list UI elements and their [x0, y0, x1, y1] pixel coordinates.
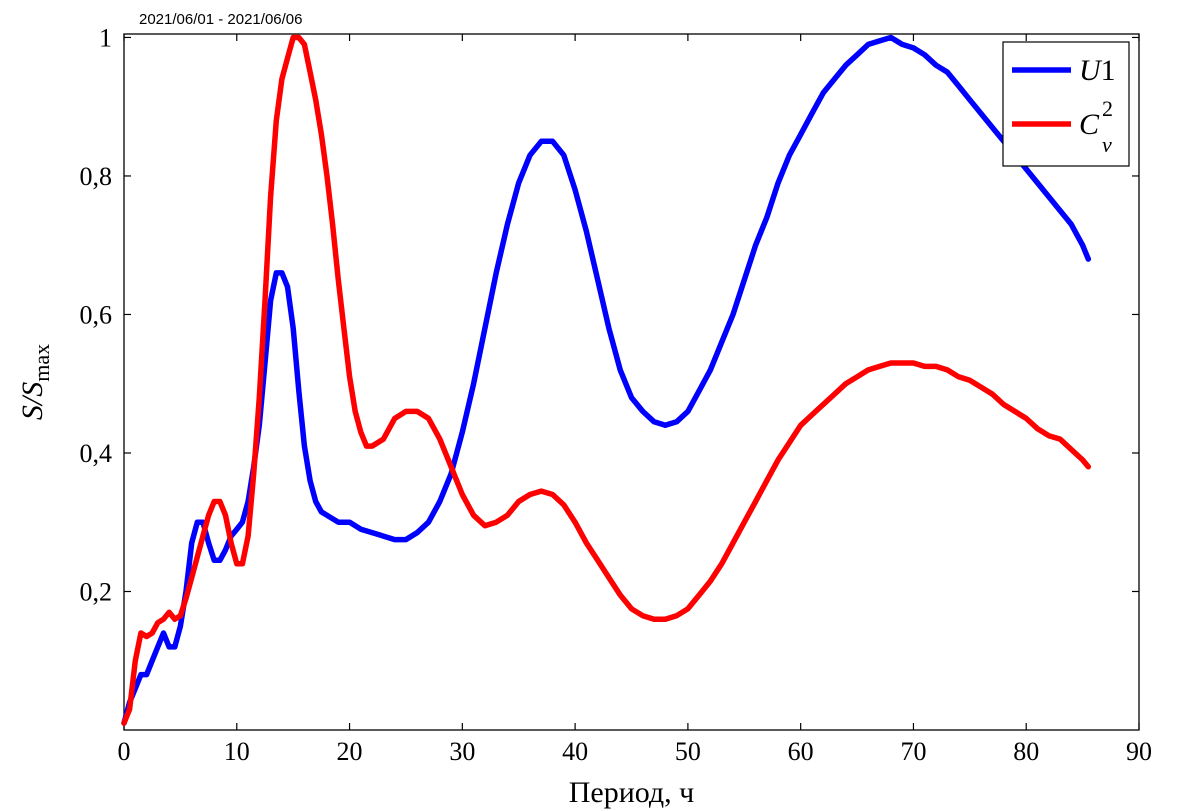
legend-label-cv2-sub: v: [1102, 132, 1112, 157]
y-axis-title-sub: max: [29, 344, 54, 382]
axis-ticks: [123, 34, 1140, 730]
x-tick-label: 60: [788, 737, 814, 766]
x-tick-label: 40: [562, 737, 588, 766]
plot-area-frame: [123, 33, 1140, 731]
x-tick-label: 20: [337, 737, 363, 766]
x-axis-title: Период, ч: [569, 776, 695, 809]
x-tick-label: 70: [900, 737, 926, 766]
legend: U1 C 2 v: [1002, 41, 1130, 167]
series-line-cv2: [121, 34, 1092, 726]
series-line-u1: [121, 34, 1092, 726]
y-tick-label: 0,8: [80, 162, 113, 191]
series-layer: [121, 34, 1092, 726]
legend-box: [1002, 41, 1130, 167]
y-tick-label: 0,2: [80, 577, 113, 606]
legend-label-u1: U1: [1079, 54, 1116, 87]
x-tick-label: 30: [449, 737, 475, 766]
legend-label-cv2: C: [1079, 108, 1100, 141]
y-axis-title: S/Smax: [16, 344, 54, 420]
y-tick-label: 0,4: [80, 439, 113, 468]
y-axis-title-main: S/S: [16, 382, 49, 420]
x-tick-label: 50: [675, 737, 701, 766]
date-range-label: 2021/06/01 - 2021/06/06: [139, 11, 302, 28]
axis-tick-labels: 0 10 20 30 40 50 60 70 80 90 0,2 0,4 0,6 0,8 1: [80, 23, 1153, 766]
x-tick-label: 0: [118, 737, 131, 766]
x-tick-label: 90: [1126, 737, 1152, 766]
x-tick-label: 10: [224, 737, 250, 766]
x-tick-label: 80: [1013, 737, 1039, 766]
y-tick-label: 1: [99, 23, 112, 52]
y-tick-label: 0,6: [80, 300, 113, 329]
legend-label-cv2-sup: 2: [1102, 96, 1113, 121]
